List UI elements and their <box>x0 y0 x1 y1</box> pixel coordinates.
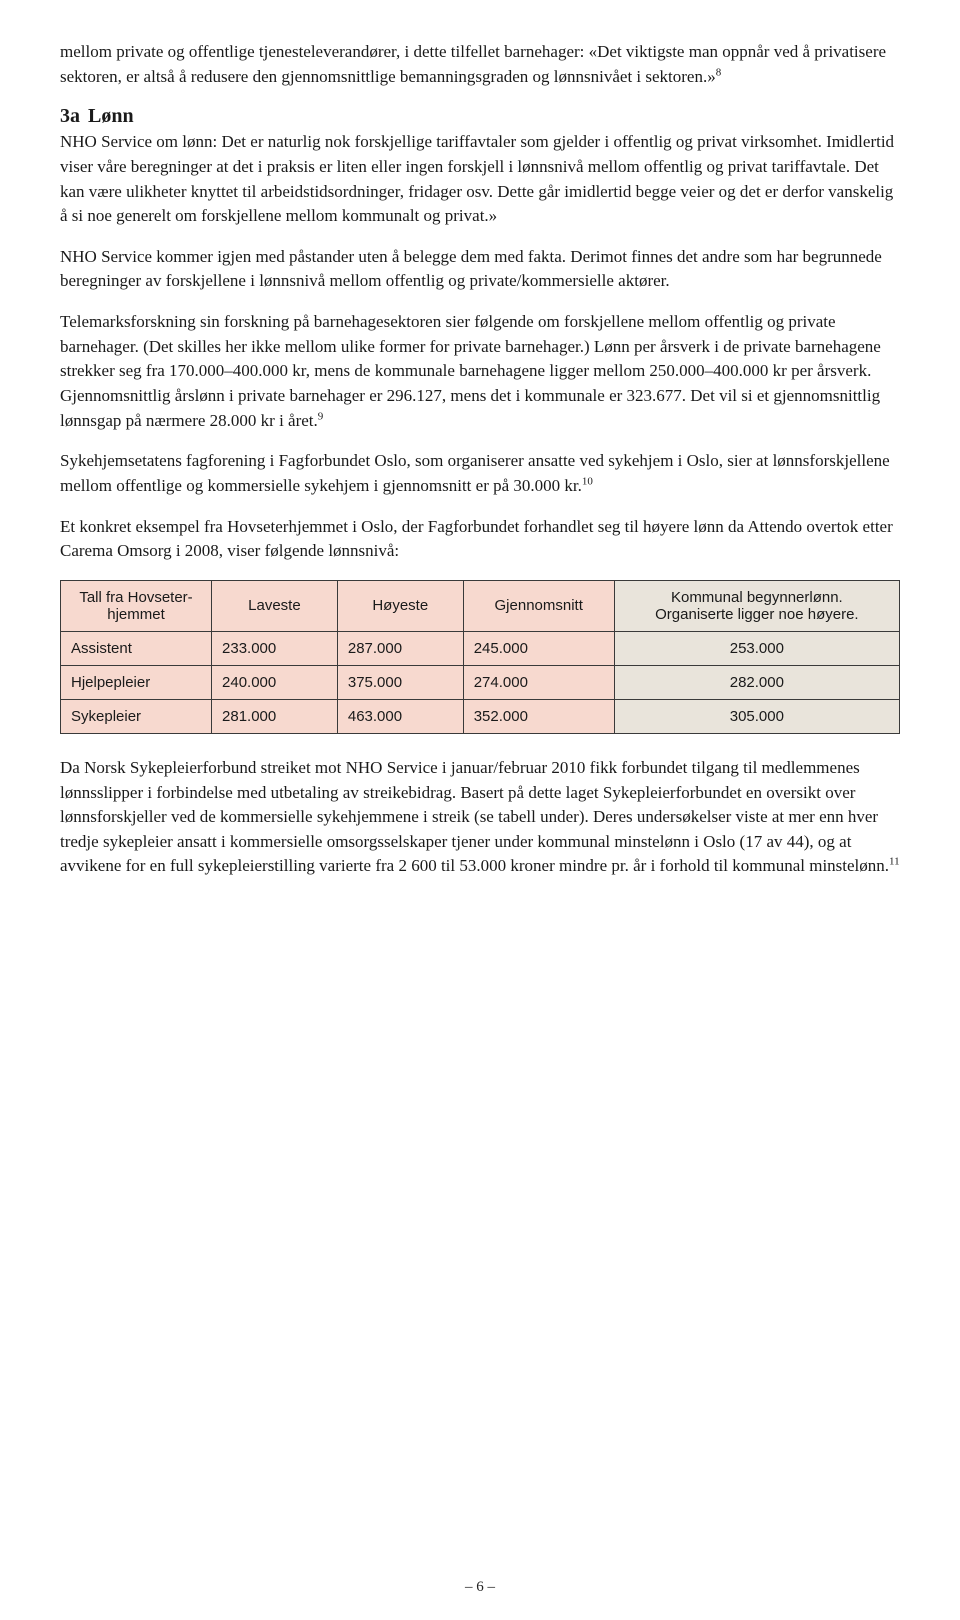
table-cell: 253.000 <box>614 631 899 665</box>
table-row: Hjelpepleier 240.000 375.000 274.000 282… <box>61 665 900 699</box>
intro-text: mellom private og offentlige tjenestelev… <box>60 42 886 86</box>
table-header-source-text: Tall fra Hovseter- hjemmet <box>79 589 192 623</box>
table-row-label: Sykepleier <box>61 699 212 733</box>
nho-quote-block: NHO Service om lønn: Det er naturlig nok… <box>60 130 900 229</box>
paragraph-6: Da Norsk Sykepleierforbund streiket mot … <box>60 756 900 879</box>
table-row-label: Hjelpepleier <box>61 665 212 699</box>
table-cell: 274.000 <box>463 665 614 699</box>
paragraph-4: Sykehjemsetatens fagforening i Fagforbun… <box>60 449 900 498</box>
table-cell: 282.000 <box>614 665 899 699</box>
table-header-average: Gjennomsnitt <box>463 580 614 631</box>
paragraph-5: Et konkret eksempel fra Hovseterhjemmet … <box>60 515 900 564</box>
table-row: Assistent 233.000 287.000 245.000 253.00… <box>61 631 900 665</box>
table-header-municipal-text: Kommunal begynnerlønn. Organiserte ligge… <box>655 589 858 623</box>
table-cell: 352.000 <box>463 699 614 733</box>
table-header-lowest: Laveste <box>212 580 338 631</box>
document-page: mellom private og offentlige tjenestelev… <box>0 0 960 1620</box>
table-cell: 463.000 <box>337 699 463 733</box>
intro-paragraph: mellom private og offentlige tjenestelev… <box>60 40 900 89</box>
table-cell: 245.000 <box>463 631 614 665</box>
table-cell: 240.000 <box>212 665 338 699</box>
paragraph-3: Telemarksforskning sin forskning på barn… <box>60 310 900 433</box>
table-header-municipal: Kommunal begynnerlønn. Organiserte ligge… <box>614 580 899 631</box>
table-cell: 375.000 <box>337 665 463 699</box>
footnote-ref-10: 10 <box>582 475 593 487</box>
table-cell: 233.000 <box>212 631 338 665</box>
table-cell: 305.000 <box>614 699 899 733</box>
section-title: Lønn <box>88 105 134 127</box>
table-cell: 281.000 <box>212 699 338 733</box>
salary-table: Tall fra Hovseter- hjemmet Laveste Høyes… <box>60 580 900 734</box>
footnote-ref-8: 8 <box>716 66 722 78</box>
table-header-highest: Høyeste <box>337 580 463 631</box>
quote-paragraph: NHO Service om lønn: Det er naturlig nok… <box>60 130 900 229</box>
footnote-ref-11: 11 <box>889 856 900 868</box>
section-number: 3a <box>60 105 80 127</box>
table-cell: 287.000 <box>337 631 463 665</box>
paragraph-4-text: Sykehjemsetatens fagforening i Fagforbun… <box>60 451 890 495</box>
footnote-ref-9: 9 <box>318 410 324 422</box>
table-row: Sykepleier 281.000 463.000 352.000 305.0… <box>61 699 900 733</box>
table-row-label: Assistent <box>61 631 212 665</box>
page-number: – 6 – <box>0 1579 960 1596</box>
table-header-source: Tall fra Hovseter- hjemmet <box>61 580 212 631</box>
paragraph-2: NHO Service kommer igjen med påstander u… <box>60 245 900 294</box>
table-body: Assistent 233.000 287.000 245.000 253.00… <box>61 631 900 733</box>
paragraph-3-text: Telemarksforskning sin forskning på barn… <box>60 312 881 430</box>
section-heading: 3a Lønn <box>60 105 900 128</box>
paragraph-6-text: Da Norsk Sykepleierforbund streiket mot … <box>60 758 889 876</box>
table-header-row: Tall fra Hovseter- hjemmet Laveste Høyes… <box>61 580 900 631</box>
